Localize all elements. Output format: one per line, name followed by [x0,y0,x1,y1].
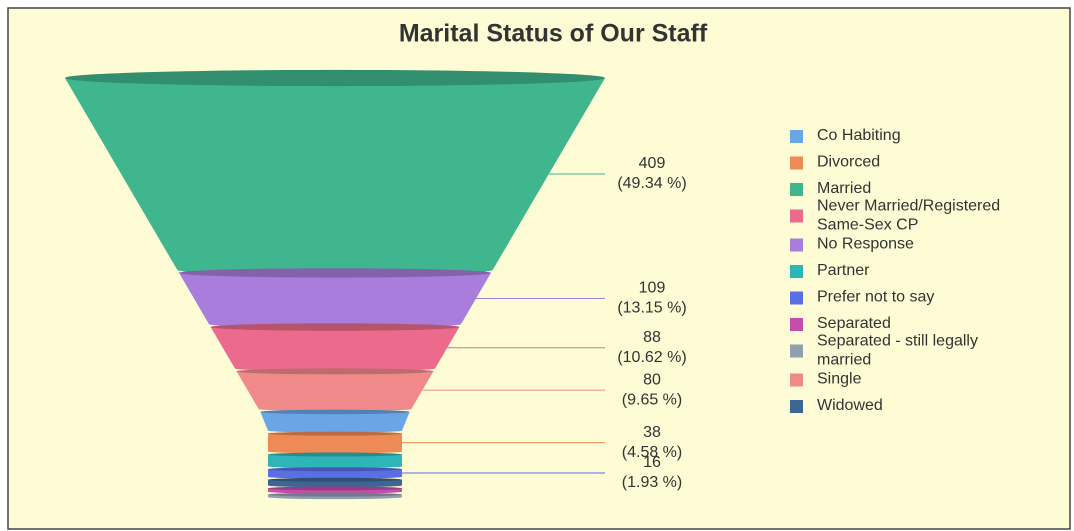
legend-swatch [790,291,803,305]
legend-label: Never Married/Registered Same-Sex CP [817,198,1000,234]
legend-swatch [790,344,803,358]
funnel-segment-top [65,69,605,87]
value-label: 88 [643,329,661,346]
funnel-segment [268,454,402,469]
legend-swatch [790,265,803,278]
legend-swatch [790,130,803,143]
funnel-segment-top [268,452,402,457]
funnel-segment [65,78,605,275]
funnel-segment-top [210,323,460,331]
legend-label: Widowed [817,397,883,414]
legend-label: Co Habiting [817,127,901,144]
legend-swatch [790,400,803,413]
funnel-segment-top [268,486,402,491]
chart-title: Marital Status of Our Staff [399,20,708,48]
funnel-segment [260,411,410,433]
value-label: 38 [643,424,661,441]
funnel-segment [268,479,402,488]
legend-swatch [790,209,803,223]
legend-swatch [790,373,803,387]
legend-swatch [790,156,803,170]
funnel-segment [268,469,402,479]
legend-label: No Response [817,236,914,253]
value-label: 409 [639,155,666,172]
percent-label: (10.62 %) [617,349,686,366]
percent-label: (1.93 %) [622,474,682,491]
funnel-segment-top [179,268,491,278]
legend-label: Prefer not to say [817,289,934,306]
legend-label: Partner [817,262,870,279]
funnel-segment-top [260,409,410,415]
funnel-segment-top [236,368,434,375]
legend-swatch [790,238,803,252]
funnel-segment-top [268,467,402,472]
funnel-segment-top [268,431,402,436]
value-label: 16 [643,454,661,471]
funnel-segment-top [268,492,402,497]
funnel-segment-top [268,477,402,482]
legend-swatch [790,318,803,331]
legend-swatch [790,183,803,196]
percent-label: (9.65 %) [622,391,682,408]
value-label: 80 [643,371,661,388]
funnel-segment [179,272,491,328]
legend-label: Divorced [817,154,880,171]
percent-label: (4.58 %) [622,444,682,461]
funnel-segment [236,371,434,412]
legend-label: Separated - still legally married [817,333,978,369]
funnel-segment [210,327,460,372]
legend-label: Single [817,371,862,388]
percent-label: (49.34 %) [617,175,686,192]
legend-label: Married [817,180,871,197]
value-label: 109 [639,280,666,297]
funnel-segment [268,433,402,454]
legend-label: Separated [817,315,891,332]
percent-label: (13.15 %) [617,300,686,317]
